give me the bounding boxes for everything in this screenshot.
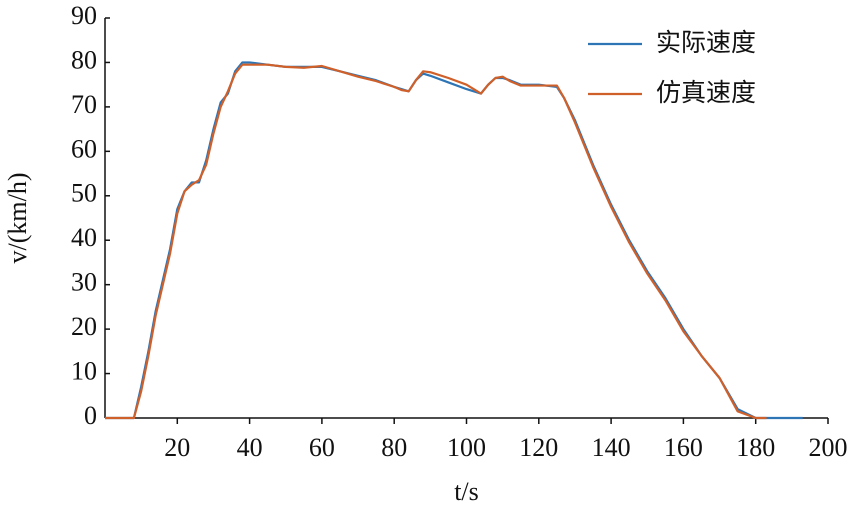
x-tick-label: 140 (592, 433, 631, 462)
y-tick-label: 10 (71, 357, 97, 386)
y-tick-label: 20 (71, 312, 97, 341)
y-tick-label: 60 (71, 134, 97, 163)
series-line (105, 61, 803, 420)
y-axis-label: v/(km/h) (3, 173, 32, 264)
y-tick-label: 0 (84, 401, 97, 430)
y-tick-label: 90 (71, 1, 97, 30)
x-tick-label: 200 (809, 433, 848, 462)
x-tick-label: 40 (237, 433, 263, 462)
x-tick-label: 60 (309, 433, 335, 462)
series-line (105, 63, 767, 420)
x-tick-label: 80 (381, 433, 407, 462)
legend-label: 仿真速度 (656, 78, 756, 107)
legend-label: 实际速度 (656, 28, 756, 57)
x-tick-label: 20 (164, 433, 190, 462)
y-tick-label: 70 (71, 90, 97, 119)
x-tick-label: 120 (519, 433, 558, 462)
y-tick-label: 30 (71, 268, 97, 297)
y-tick-label: 80 (71, 45, 97, 74)
x-axis-label: t/s (454, 477, 479, 506)
x-tick-label: 180 (736, 433, 775, 462)
x-tick-label: 100 (447, 433, 486, 462)
y-tick-label: 50 (71, 179, 97, 208)
y-tick-label: 40 (71, 223, 97, 252)
x-tick-label: 160 (664, 433, 703, 462)
